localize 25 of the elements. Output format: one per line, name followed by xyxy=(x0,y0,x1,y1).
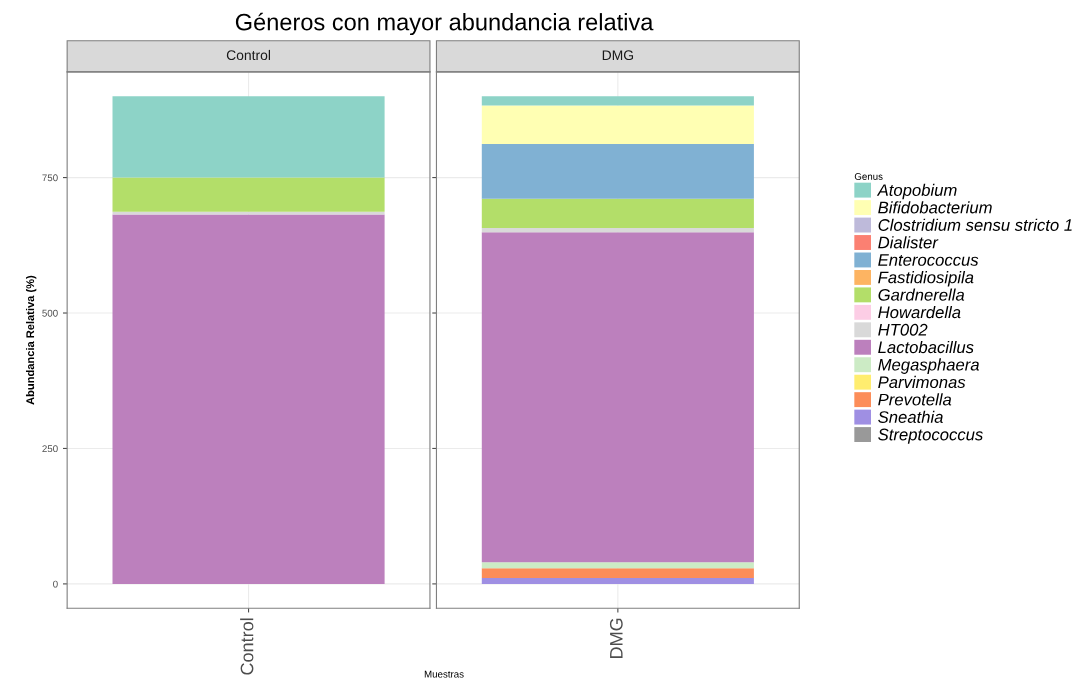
legend-label: Fastidiosipila xyxy=(878,271,974,287)
legend-label: Parvimonas xyxy=(878,375,966,389)
legend-label: Lactobacillus xyxy=(878,340,974,354)
x-axis-title: Muestras xyxy=(424,670,464,678)
legend-label: Streptococcus xyxy=(878,428,983,444)
chart-subtitle: DMG xyxy=(602,50,634,61)
legend-label: Bifidobacterium xyxy=(878,201,992,214)
y-tick-label: 250 xyxy=(42,445,58,453)
text: Géneros con mayor abundancia relativa xyxy=(235,12,654,36)
legend-label: Megasphaera xyxy=(878,358,980,374)
legend-label: Prevotella xyxy=(878,393,952,406)
y-tick-label: 750 xyxy=(42,174,58,182)
y-tick-label: 0 xyxy=(53,580,58,588)
legend-label: Sneathia xyxy=(878,410,943,423)
y-tick-label: 500 xyxy=(42,309,58,317)
y-axis-title: Abundancia Relativa (%) xyxy=(25,275,37,405)
chart-subtitle: Control xyxy=(226,49,271,61)
legend-title: Genus xyxy=(854,173,883,180)
legend-label: Howardella xyxy=(878,305,961,319)
legend-label: Atopobium xyxy=(876,183,957,200)
legend-label: Enterococcus xyxy=(878,254,979,266)
legend-label: Dialister xyxy=(878,236,939,249)
legend-label: Clostridium sensu stricto 1 xyxy=(878,218,1072,231)
legend-label: HT002 xyxy=(878,323,928,336)
legend-label: Gardnerella xyxy=(878,288,965,301)
